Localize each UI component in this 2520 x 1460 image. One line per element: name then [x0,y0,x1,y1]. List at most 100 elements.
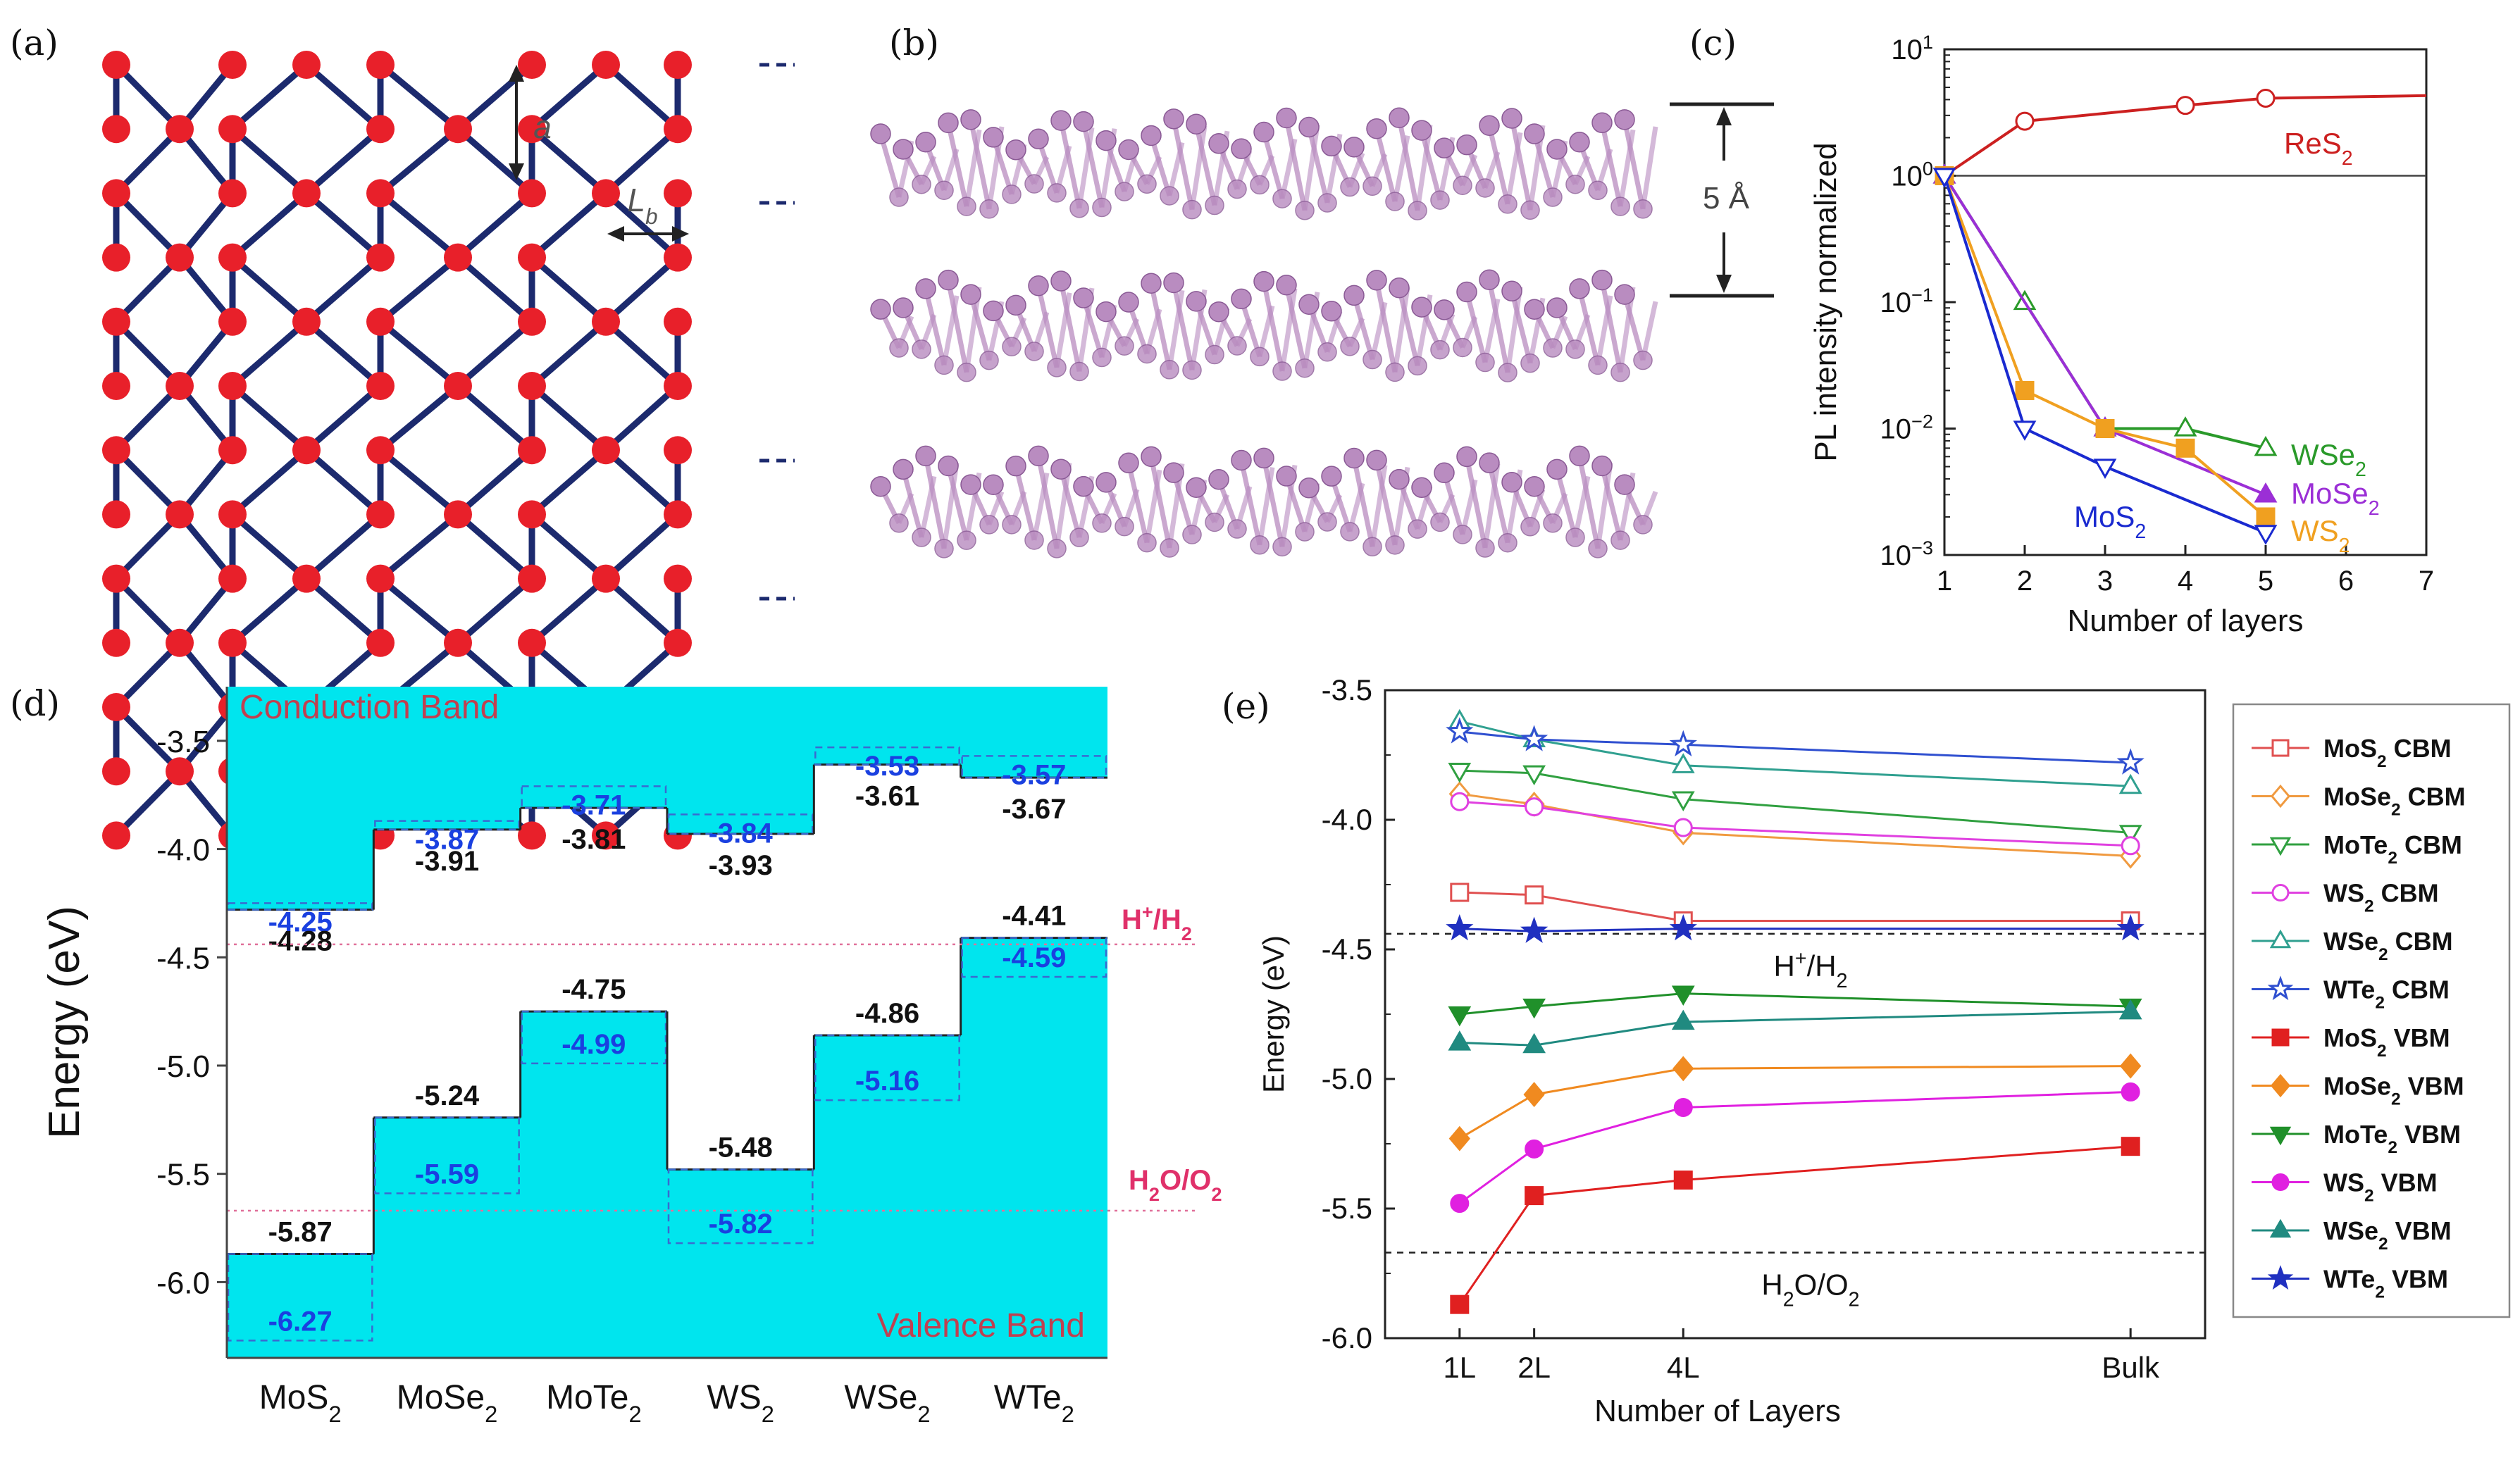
legend-label: MoTe2 VBM [2323,1120,2461,1157]
bond [530,319,608,389]
bond [530,126,608,196]
atom [218,179,247,208]
atom [218,243,247,272]
atom [1205,344,1224,365]
series-mos2 [1932,168,2278,545]
atom [366,51,395,79]
atom [1182,199,1202,220]
atom [366,500,395,529]
bond [1554,468,1578,538]
panel-b-layers: (b) 5 Å [870,23,1774,559]
bond [1509,118,1533,211]
atom [1069,361,1089,382]
data-point [1520,916,1548,943]
atom [1160,538,1179,558]
atom [1227,519,1247,539]
y-tick-label: 10−1 [1880,284,1934,319]
atom [1272,189,1292,208]
atom [1475,352,1495,373]
bond [304,319,383,389]
atom [1092,197,1112,218]
bond [1374,127,1398,202]
bond [113,448,182,517]
conduction-band-fill [227,687,1107,910]
atom [1163,108,1184,130]
bond [456,512,534,581]
atom [1231,138,1252,159]
atom [1366,449,1387,471]
atom [664,564,692,593]
panel-e-label: (e) [1222,686,1270,727]
atom [1272,537,1292,557]
series-line [1459,730,2131,764]
ref-label-h2: H+/H2 [1122,900,1192,944]
atom [1456,281,1477,303]
bond [230,319,309,389]
atom [1073,287,1094,308]
atom [664,243,692,272]
y-tick-label: -5.5 [1322,1192,1372,1225]
atom [870,123,891,144]
legend-item: MoSe2 CBM [2252,782,2466,819]
data-point [2118,825,2142,845]
bond [530,512,608,581]
series-mose2 [1932,163,2278,503]
bond [230,447,309,517]
bond [1486,279,1510,373]
cbm-solid-label: -3.93 [709,850,773,881]
data-point [1450,882,1470,902]
atom [979,515,999,535]
atom [218,628,247,657]
atom [592,564,620,593]
legend-label: WSe2 CBM [2323,927,2453,964]
bond [378,126,460,196]
series-label-res2: ReS2 [2284,127,2353,170]
atom [1588,180,1608,200]
dim-a-head-top [509,65,524,82]
bond [1622,294,1646,361]
bond [1482,463,1501,549]
data-point [1446,717,1474,744]
atom [1227,179,1247,199]
atom [1610,196,1630,216]
atom [102,757,130,786]
data-point [1525,797,1544,817]
y-tick-label: -4.5 [1322,932,1372,966]
data-point [2116,913,2145,941]
atom [444,500,472,529]
dim-a-head-bottom [509,163,524,180]
atom [1434,299,1455,320]
plot-frame [1384,689,2206,1340]
cbm-solid-label: -3.81 [561,824,626,855]
atom [292,436,321,465]
series-res2 [1935,89,2427,185]
bond [1279,288,1298,372]
bond [878,133,902,198]
atom [1298,116,1320,138]
bond [1261,457,1285,548]
atom [1569,445,1590,467]
data-point [2120,1053,2142,1079]
bond [530,62,608,132]
series-label-mos2: MoS2 [2074,500,2146,543]
category-label: WSe2 [844,1379,930,1427]
bond [456,319,534,389]
atom [664,51,692,79]
atom [1137,344,1157,364]
atom [102,115,130,144]
vbm-solid-label: -5.87 [268,1216,333,1247]
atom [1250,347,1270,367]
atom [889,187,909,207]
bond [604,255,680,325]
data-point [1673,1097,1693,1117]
atom [1363,537,1382,556]
bond [230,62,309,132]
series-line [1459,1010,2131,1047]
x-tick-label: 5 [2258,566,2273,597]
legend-marker [2271,884,2290,901]
atom [1434,137,1455,158]
atom [1115,182,1134,201]
atom [292,564,321,593]
atom [1208,301,1229,323]
